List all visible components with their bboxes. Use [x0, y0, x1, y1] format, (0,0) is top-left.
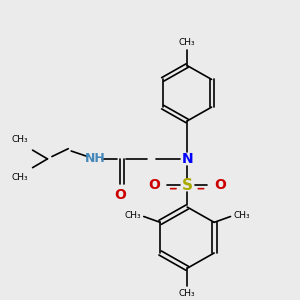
Text: NH: NH: [85, 152, 105, 165]
Text: CH₃: CH₃: [233, 211, 250, 220]
Text: O: O: [214, 178, 226, 192]
Text: CH₃: CH₃: [179, 289, 196, 298]
Text: O: O: [148, 178, 160, 192]
Text: CH₃: CH₃: [179, 38, 196, 46]
Text: S: S: [182, 178, 193, 193]
Text: O: O: [114, 188, 126, 202]
Text: N: N: [181, 152, 193, 166]
Text: CH₃: CH₃: [11, 135, 28, 144]
Text: CH₃: CH₃: [124, 211, 141, 220]
Text: CH₃: CH₃: [11, 173, 28, 182]
